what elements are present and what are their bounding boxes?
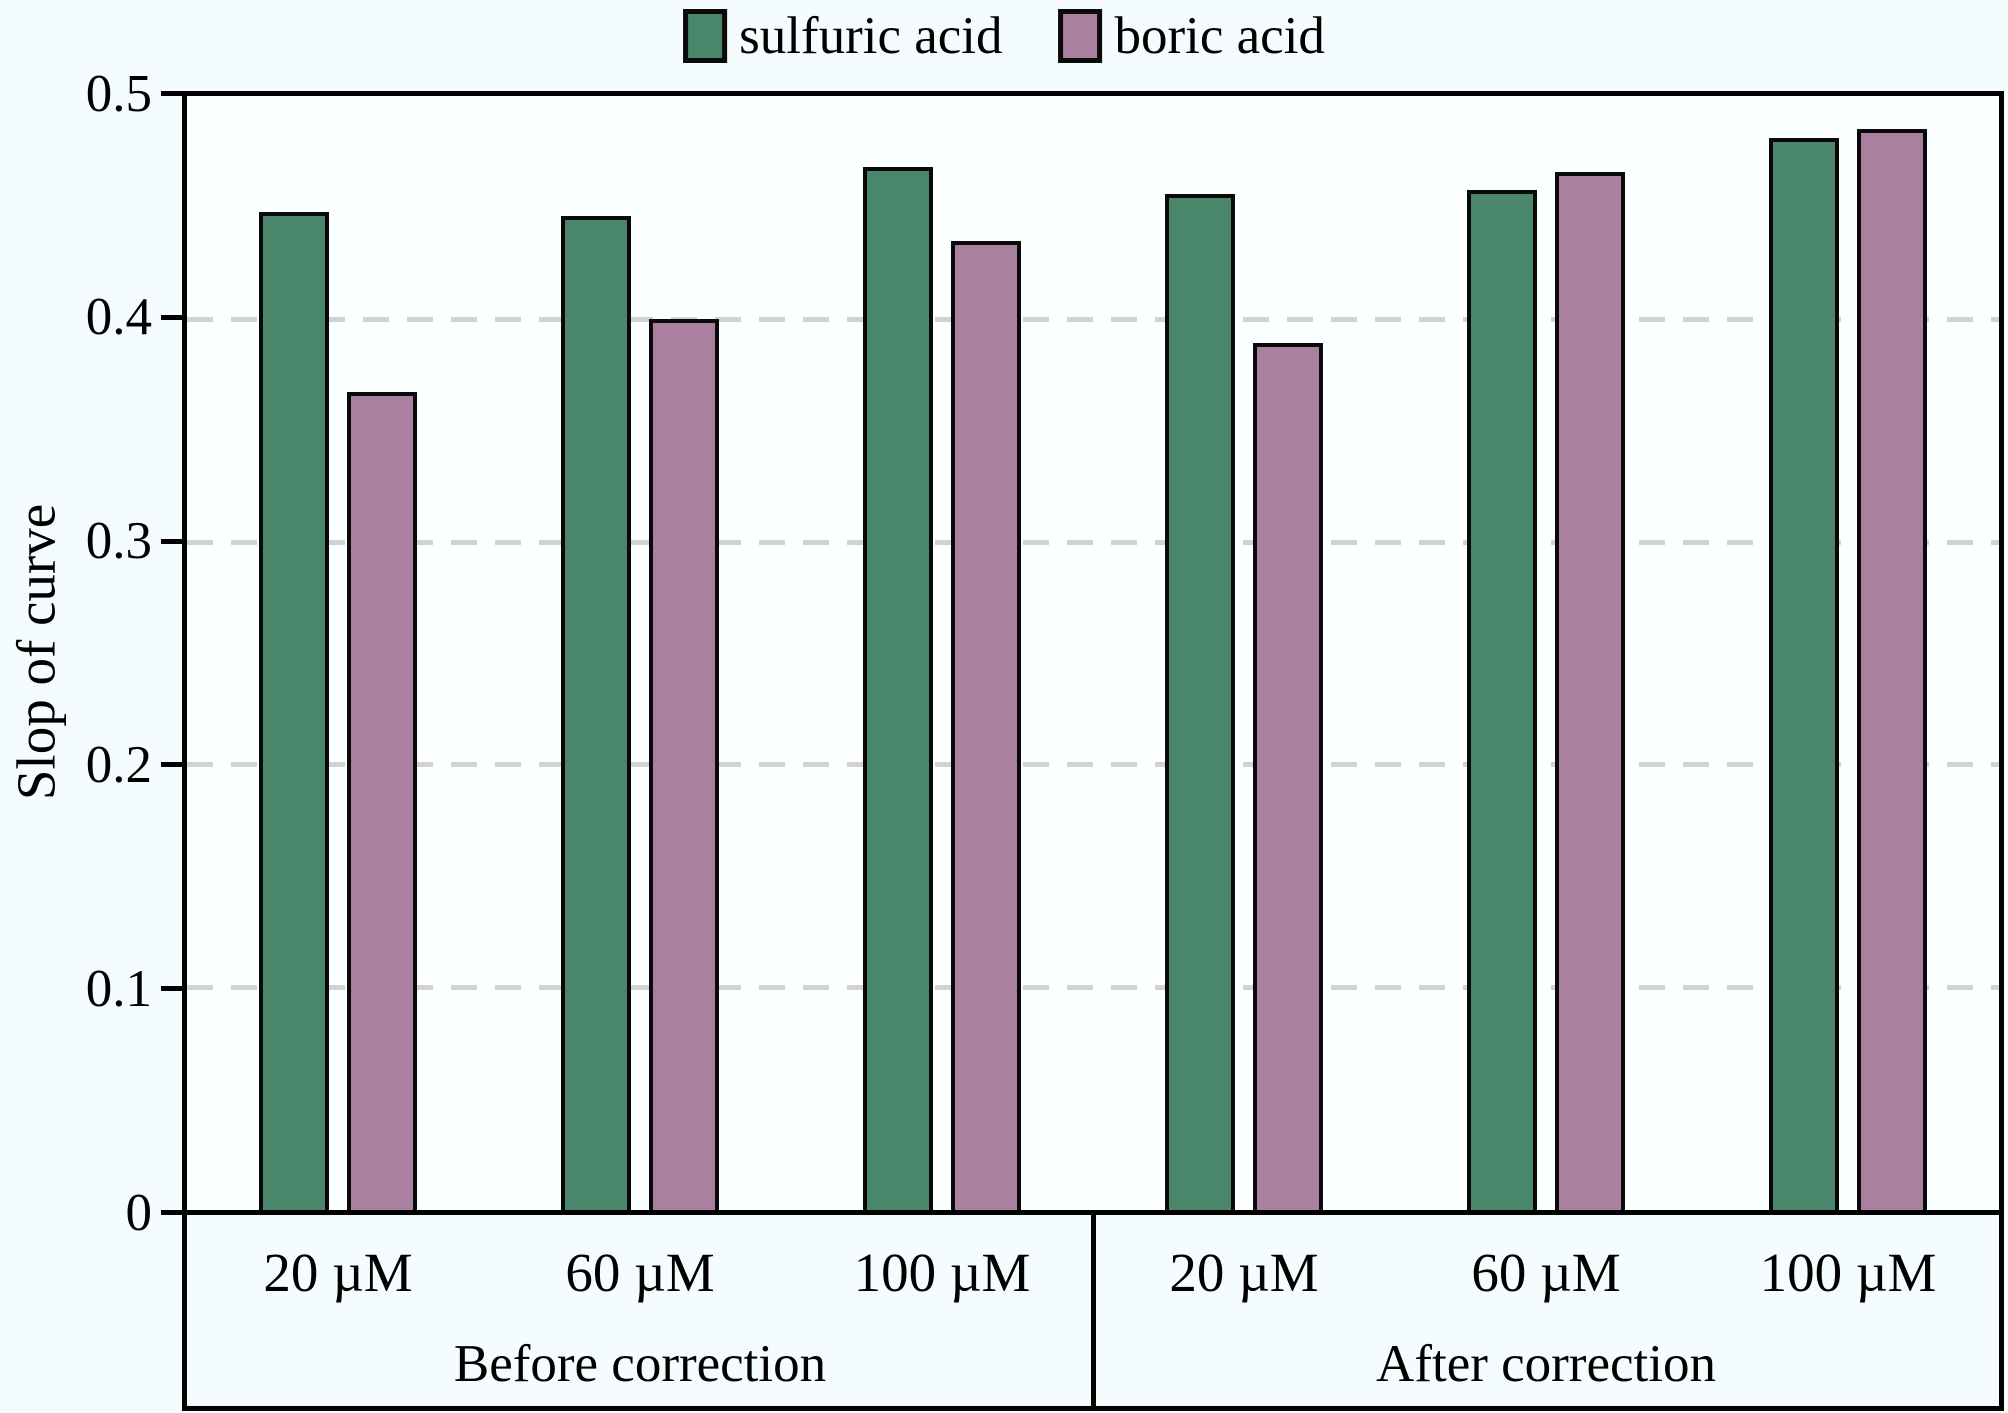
section-divider-line: [1091, 1215, 1096, 1406]
y-tick-label-0: 0: [125, 1183, 153, 1242]
y-tick-label-0.2: 0.2: [85, 735, 152, 794]
bar-boric-acid: [1555, 171, 1625, 1210]
category-label-5: 60 µM: [1471, 1242, 1621, 1303]
bar-boric-acid: [951, 240, 1021, 1210]
legend-item-boric-acid: boric acid: [1058, 6, 1325, 66]
legend-label-sulfuric-acid: sulfuric acid: [739, 7, 1003, 65]
gridline-0.3: [187, 539, 1999, 545]
category-label-1: 20 µM: [263, 1242, 413, 1303]
y-tick-label-0.4: 0.4: [85, 288, 152, 347]
bar-group-6: [1697, 96, 1999, 1210]
y-tick-0.5: [161, 91, 182, 96]
bar-boric-acid: [347, 392, 417, 1210]
category-label-6: 100 µM: [1759, 1242, 1937, 1303]
y-tick-0: [161, 1210, 182, 1215]
legend-swatch-sulfuric-acid: [683, 9, 728, 63]
bar-boric-acid: [1253, 343, 1323, 1210]
legend-item-sulfuric-acid: sulfuric acid: [683, 6, 1003, 66]
gridline-0.1: [187, 985, 1999, 991]
legend: sulfuric acid boric acid: [683, 6, 1325, 66]
gridlines-layer: [187, 96, 1999, 1210]
bar-group-3: [791, 96, 1093, 1210]
y-tick-0.1: [161, 986, 182, 992]
bar-boric-acid: [1857, 129, 1927, 1210]
bar-sulfuric-acid: [863, 167, 933, 1210]
x-axis-table: 20 µM 60 µM 100 µM 20 µM 60 µM 100 µM Before …: [182, 1215, 2004, 1411]
gridline-0.4: [187, 316, 1999, 322]
category-label-2: 60 µM: [565, 1242, 715, 1303]
y-tick-0.3: [161, 538, 182, 544]
category-label-row: 20 µM 60 µM 100 µM 20 µM 60 µM 100 µM: [187, 1241, 1999, 1305]
y-tick-label-0.3: 0.3: [85, 512, 152, 571]
y-tick-label-0.5: 0.5: [85, 64, 152, 123]
bar-sulfuric-acid: [561, 216, 631, 1210]
section-label-after-correction: After correction: [1376, 1335, 1716, 1393]
bar-group-5: [1395, 96, 1697, 1210]
bar-group-1: [187, 96, 489, 1210]
category-label-3: 100 µM: [853, 1242, 1031, 1303]
bar-sulfuric-acid: [1467, 189, 1537, 1210]
bar-group-2: [489, 96, 791, 1210]
section-label-row: Before correction After correction: [187, 1333, 1999, 1395]
legend-swatch-boric-acid: [1058, 9, 1103, 63]
gridline-0.2: [187, 762, 1999, 768]
bar-sulfuric-acid: [259, 211, 329, 1210]
section-label-before-correction: Before correction: [453, 1335, 827, 1393]
bar-group-4: [1093, 96, 1395, 1210]
legend-label-boric-acid: boric acid: [1114, 7, 1325, 65]
category-label-4: 20 µM: [1169, 1242, 1319, 1303]
bars-layer: [187, 96, 1999, 1210]
bar-sulfuric-acid: [1769, 138, 1839, 1210]
y-tick-0.4: [161, 314, 182, 320]
y-tick-0.2: [161, 762, 182, 768]
bar-sulfuric-acid: [1165, 194, 1235, 1210]
bar-boric-acid: [649, 318, 719, 1210]
y-tick-label-0.1: 0.1: [85, 959, 152, 1018]
plot-area: [182, 91, 2004, 1215]
